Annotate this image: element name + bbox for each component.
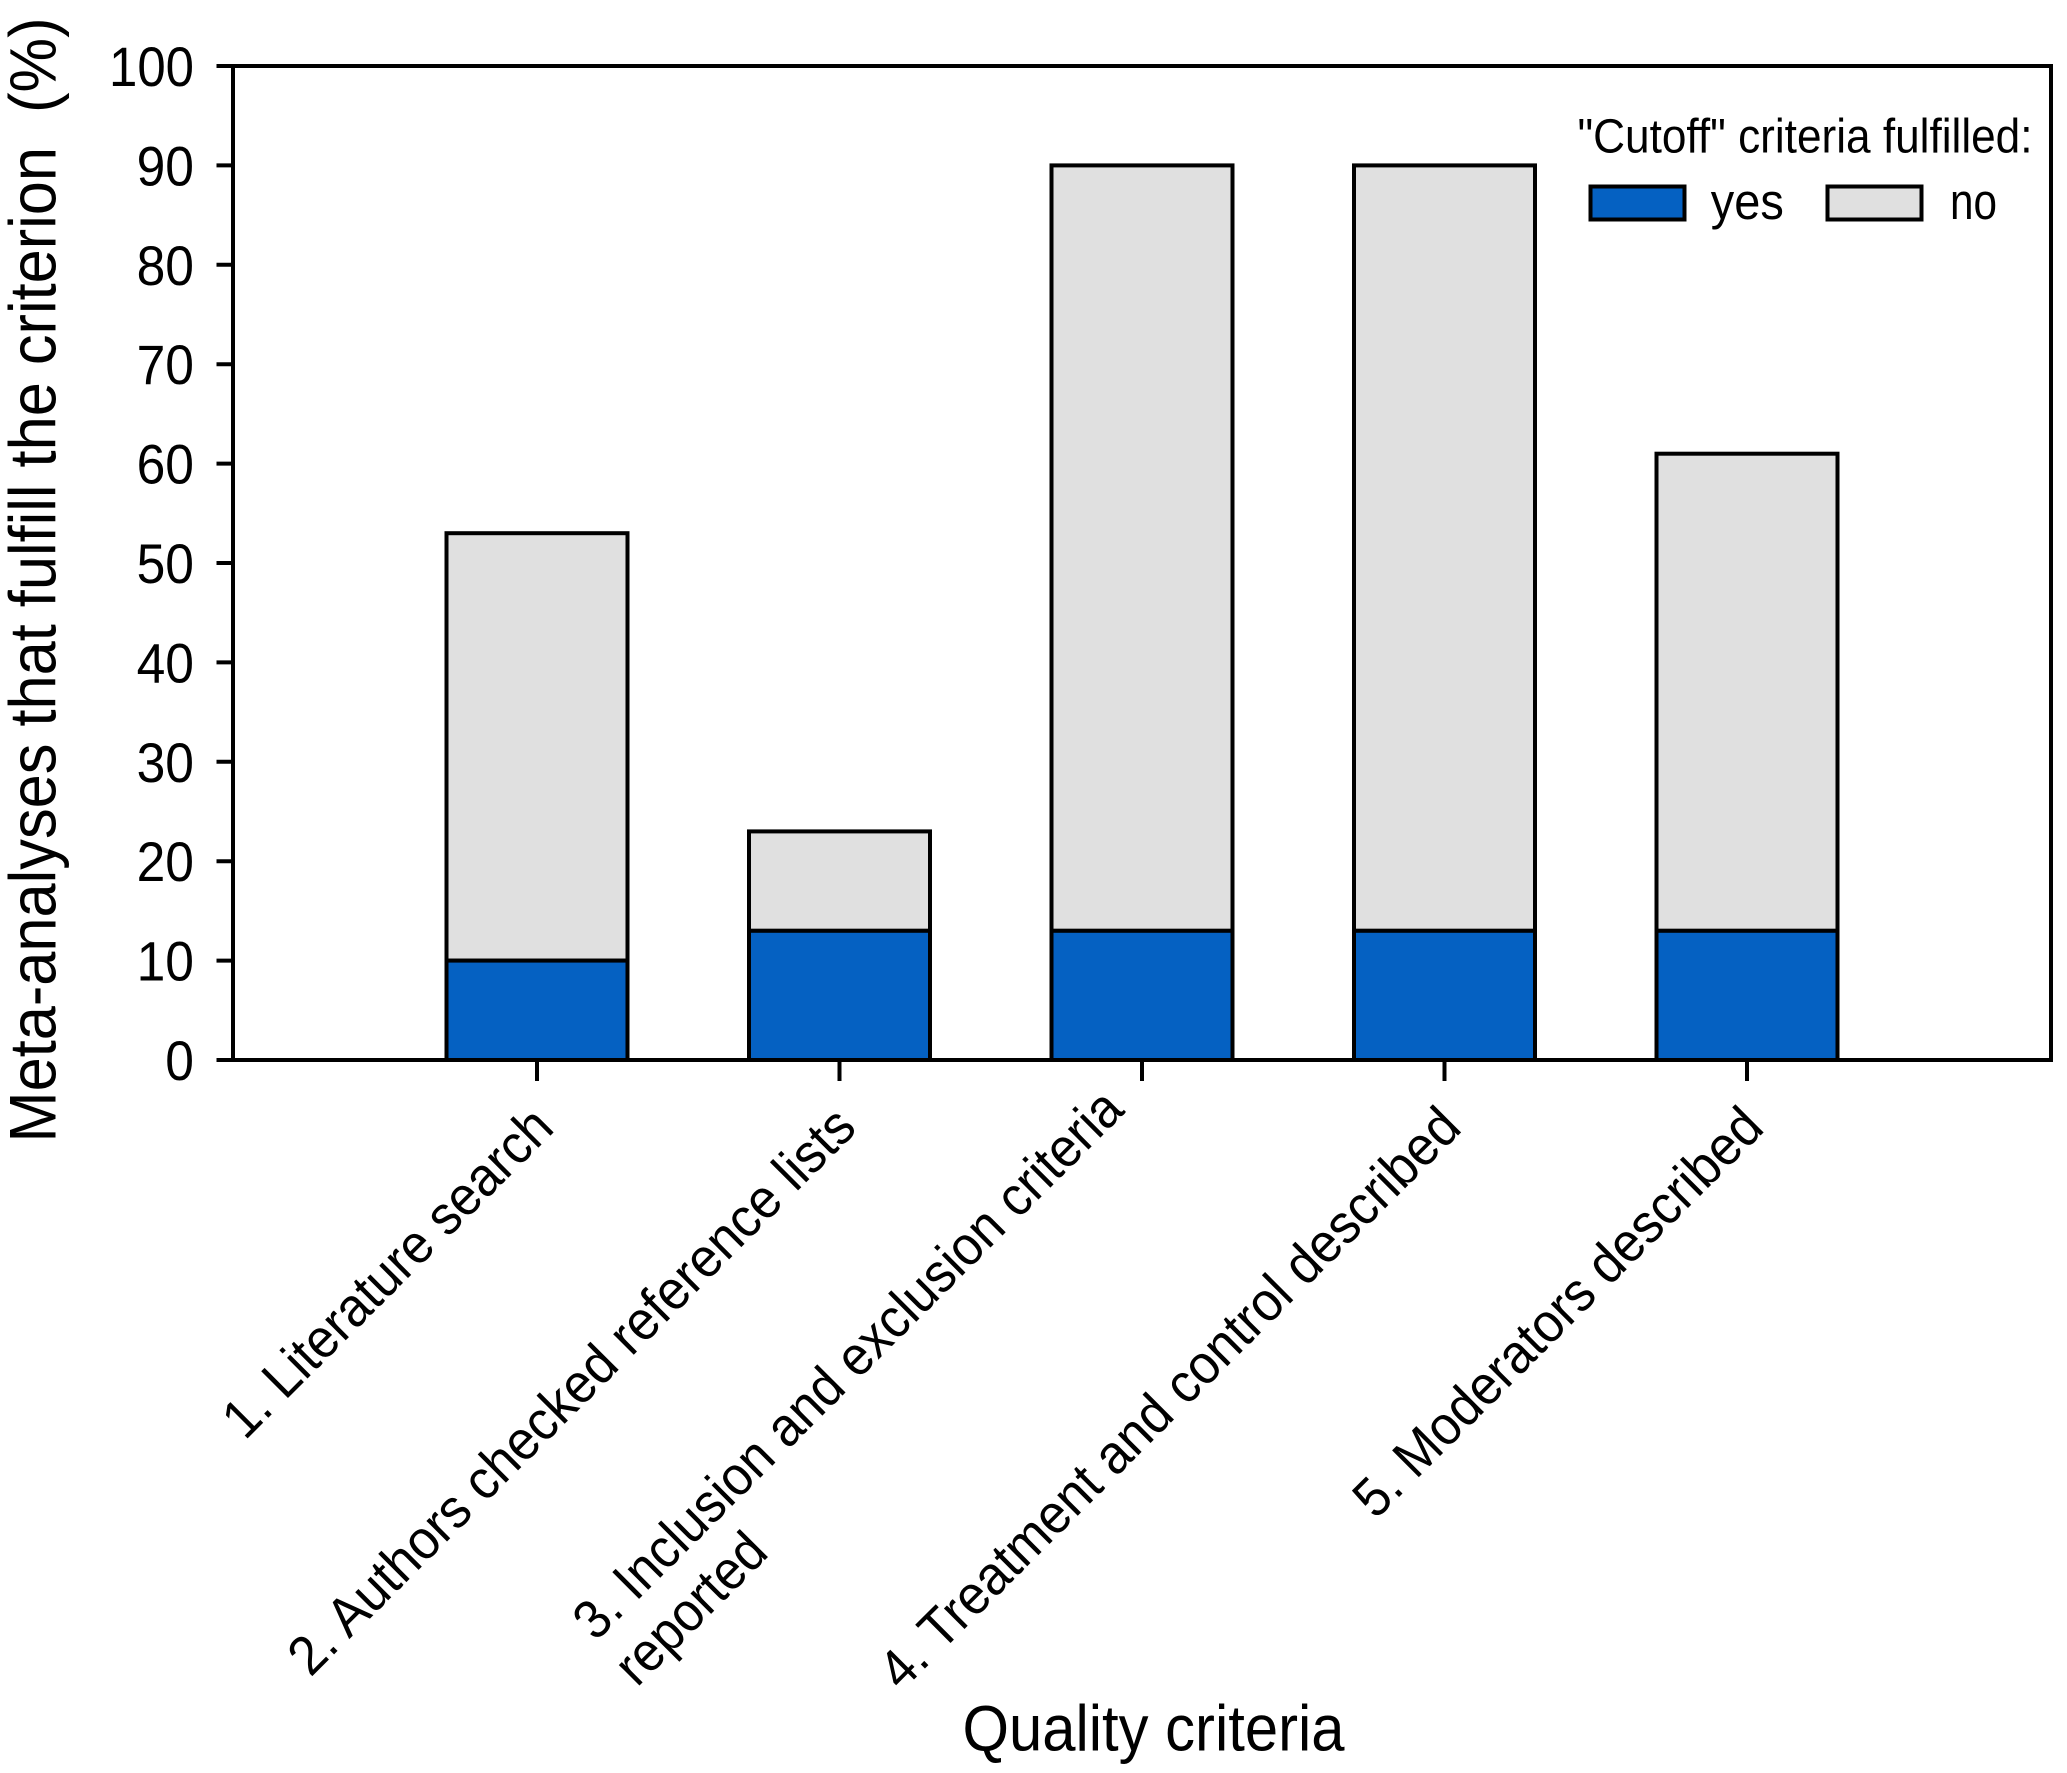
svg-text:30: 30 xyxy=(137,731,194,794)
svg-text:50: 50 xyxy=(137,532,194,595)
svg-text:Quality criteria: Quality criteria xyxy=(963,1692,1346,1765)
svg-text:100: 100 xyxy=(109,35,194,98)
svg-text:10: 10 xyxy=(137,930,194,993)
svg-text:40: 40 xyxy=(137,631,194,694)
svg-text:no: no xyxy=(1950,173,1997,230)
svg-text:Meta-analyses that fulfill the: Meta-analyses that fulfill the criterion… xyxy=(0,18,69,1143)
svg-text:90: 90 xyxy=(137,134,194,197)
svg-text:80: 80 xyxy=(137,234,194,297)
svg-text:70: 70 xyxy=(137,333,194,396)
svg-text:"Cutoff" criteria fulfilled:: "Cutoff" criteria fulfilled: xyxy=(1578,111,2033,164)
svg-text:yes: yes xyxy=(1711,173,1784,230)
svg-text:0: 0 xyxy=(165,1029,194,1092)
svg-text:60: 60 xyxy=(137,433,194,496)
svg-text:20: 20 xyxy=(137,830,194,893)
